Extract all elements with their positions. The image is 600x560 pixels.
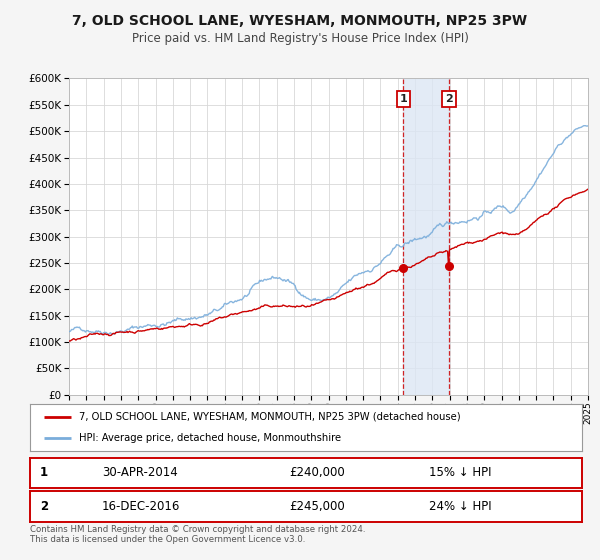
Text: Contains HM Land Registry data © Crown copyright and database right 2024.
This d: Contains HM Land Registry data © Crown c… — [30, 525, 365, 544]
Bar — [403, 78, 449, 395]
Text: 1: 1 — [400, 94, 407, 104]
Text: Price paid vs. HM Land Registry's House Price Index (HPI): Price paid vs. HM Land Registry's House … — [131, 32, 469, 45]
Text: 15% ↓ HPI: 15% ↓ HPI — [430, 466, 492, 479]
Text: 16-DEC-2016: 16-DEC-2016 — [101, 500, 179, 513]
Text: 30-APR-2014: 30-APR-2014 — [103, 466, 178, 479]
Text: 24% ↓ HPI: 24% ↓ HPI — [429, 500, 492, 513]
Text: 2: 2 — [445, 94, 453, 104]
Text: HPI: Average price, detached house, Monmouthshire: HPI: Average price, detached house, Monm… — [79, 433, 341, 444]
Text: 7, OLD SCHOOL LANE, WYESHAM, MONMOUTH, NP25 3PW: 7, OLD SCHOOL LANE, WYESHAM, MONMOUTH, N… — [73, 14, 527, 28]
Text: 7, OLD SCHOOL LANE, WYESHAM, MONMOUTH, NP25 3PW (detached house): 7, OLD SCHOOL LANE, WYESHAM, MONMOUTH, N… — [79, 412, 460, 422]
Text: £240,000: £240,000 — [289, 466, 345, 479]
Text: 2: 2 — [40, 500, 48, 513]
Text: 1: 1 — [40, 466, 48, 479]
Text: £245,000: £245,000 — [289, 500, 345, 513]
